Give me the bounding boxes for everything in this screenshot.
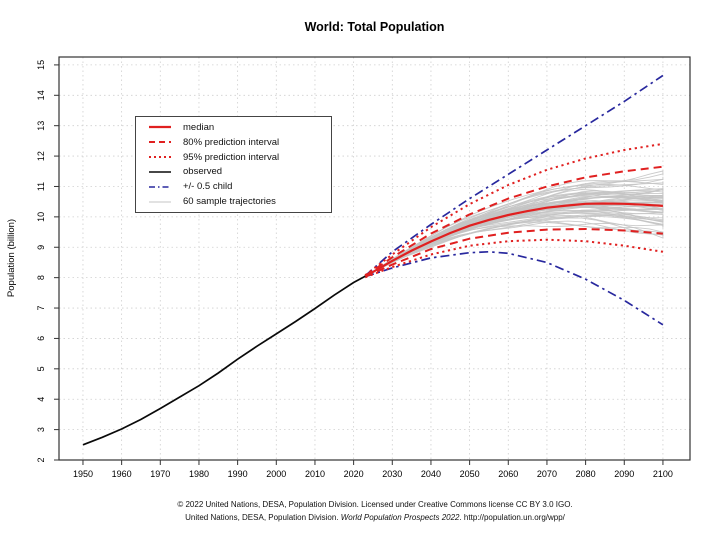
y-tick-label: 11 <box>36 182 46 191</box>
sample-trajectory-line <box>364 222 664 277</box>
x-tick-label: 2070 <box>537 469 557 479</box>
legend-item-median: median <box>148 120 331 134</box>
y-tick-label: 5 <box>36 366 46 371</box>
y-tick-label: 2 <box>36 457 46 462</box>
sample-trajectory-line <box>364 209 664 277</box>
legend-label: observed <box>183 166 223 178</box>
y-tick-label: 3 <box>36 427 46 432</box>
x-tick-label: 1960 <box>112 469 132 479</box>
x-tick-label: 2000 <box>266 469 286 479</box>
x-tick-label: 2010 <box>305 469 325 479</box>
chart-title: World: Total Population <box>304 20 445 34</box>
legend-item-trajectories: 60 sample trajectories <box>148 195 331 209</box>
source-publication: World Population Prospects 2022 <box>340 513 460 522</box>
legend-label: median <box>183 121 215 133</box>
legend-label: 60 sample trajectories <box>183 196 276 208</box>
legend-label: +/- 0.5 child <box>183 181 233 193</box>
y-tick-label: 8 <box>36 275 46 280</box>
legend-item-80pi: 80% prediction interval <box>148 135 331 149</box>
dotted-line-swatch-icon <box>149 156 171 159</box>
copyright-line: © 2022 United Nations, DESA, Population … <box>177 500 573 509</box>
source-url: . http://population.un.org/wpp/ <box>459 513 565 522</box>
median-line <box>364 202 663 278</box>
x-tick-label: 2050 <box>460 469 480 479</box>
plot-frame <box>58 56 691 461</box>
x-tick-label: 2100 <box>653 469 673 479</box>
series-lines <box>82 74 664 446</box>
x-tick-label: 1990 <box>228 469 248 479</box>
y-axis-title: Population (billion) <box>6 219 17 297</box>
95-prediction-interval-lower-line <box>364 238 664 279</box>
y-tick-label: 14 <box>36 90 46 100</box>
gridlines <box>59 57 690 461</box>
x-tick-label: 2030 <box>382 469 402 479</box>
solid-line-swatch-icon <box>149 171 171 173</box>
80-prediction-interval-upper-line <box>364 165 664 277</box>
x-tick-label: 1950 <box>73 469 93 479</box>
x-tick-label: 2090 <box>614 469 634 479</box>
y-tick-label: 9 <box>36 245 46 250</box>
sample-trajectory-line <box>364 217 664 277</box>
y-tick-label: 7 <box>36 305 46 310</box>
dashdot-line-swatch-icon <box>149 185 171 188</box>
source-pre: United Nations, DESA, Population Divisio… <box>185 513 341 522</box>
y-tick-label: 13 <box>36 121 46 131</box>
y-tick-label: 15 <box>36 60 46 70</box>
95-prediction-interval-upper-line <box>364 142 664 276</box>
median-line-swatch-icon <box>149 126 171 129</box>
-0-5-child-line <box>364 74 664 277</box>
source-line: United Nations, DESA, Population Divisio… <box>30 512 720 524</box>
y-tick-label: 12 <box>36 151 46 161</box>
80-prediction-interval-lower-line <box>364 227 663 278</box>
-0-5-child-line <box>364 250 664 326</box>
axes: 1950 1960 1970 1980 1990 2000 2010 2020 2030 2040… <box>36 56 691 479</box>
x-tick-label: 1980 <box>189 469 209 479</box>
x-tick-label: 2060 <box>498 469 518 479</box>
legend-item-observed: observed <box>148 165 331 179</box>
observed-line <box>82 275 366 446</box>
legend-box: median 80% prediction interval 95% predi… <box>135 116 332 213</box>
y-tick-label: 6 <box>36 336 46 341</box>
x-tick-label: 2020 <box>344 469 364 479</box>
legend-item-half-child: +/- 0.5 child <box>148 180 331 194</box>
legend-label: 80% prediction interval <box>183 136 280 148</box>
x-tick-label: 2080 <box>576 469 596 479</box>
y-tick-label: 10 <box>36 212 46 222</box>
x-tick-label: 2040 <box>421 469 441 479</box>
sample-trajectory-line <box>364 183 664 277</box>
sample-trajectory-line <box>364 210 664 277</box>
legend-item-95pi: 95% prediction interval <box>148 150 331 164</box>
x-tick-label: 1970 <box>150 469 170 479</box>
gray-line-swatch-icon <box>149 201 171 203</box>
y-tick-label: 4 <box>36 397 46 402</box>
dashed-line-swatch-icon <box>149 141 171 144</box>
legend-label: 95% prediction interval <box>183 151 280 163</box>
